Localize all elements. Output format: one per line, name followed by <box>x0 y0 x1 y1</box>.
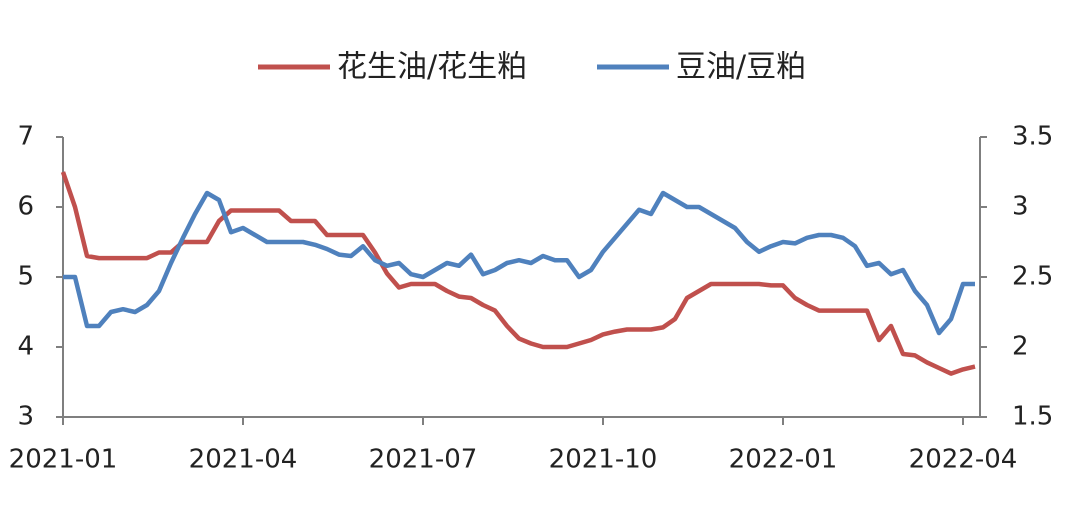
x-tick-label: 2022-04 <box>909 445 1018 475</box>
y-tick-label: 3 <box>17 402 34 432</box>
x-tick-label: 2021-04 <box>189 445 298 475</box>
y2-tick-label: 2 <box>1012 332 1029 362</box>
legend-label: 花生油/花生粕 <box>337 50 527 85</box>
y2-tick-label: 2.5 <box>1012 262 1053 292</box>
y-tick-label: 7 <box>17 122 34 152</box>
y2-tick-label: 3.5 <box>1012 122 1053 152</box>
x-tick-label: 2021-07 <box>369 445 478 475</box>
y-tick-label: 5 <box>17 262 34 292</box>
x-tick-label: 2021-01 <box>9 445 118 475</box>
series-line <box>63 190 975 336</box>
y-tick-label: 6 <box>17 192 34 222</box>
x-tick-label: 2021-10 <box>549 445 658 475</box>
y2-tick-label: 3 <box>1012 192 1029 222</box>
y-tick-label: 4 <box>17 332 34 362</box>
series-line <box>60 171 976 376</box>
x-tick-label: 2022-01 <box>729 445 838 475</box>
y2-tick-label: 1.5 <box>1012 402 1053 432</box>
legend-label: 豆油/豆粕 <box>676 50 806 85</box>
